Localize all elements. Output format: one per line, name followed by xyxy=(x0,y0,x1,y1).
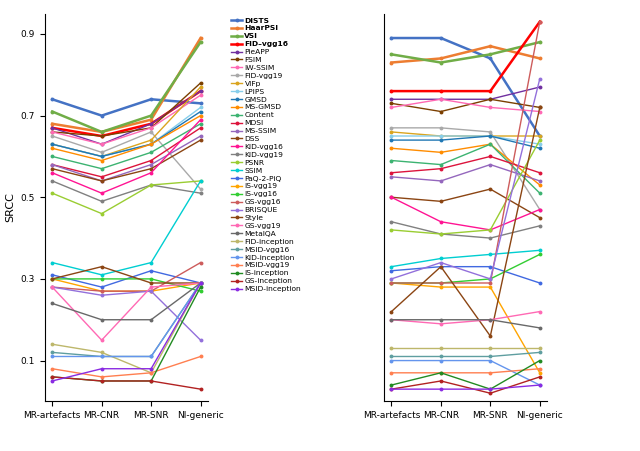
Y-axis label: SRCC: SRCC xyxy=(5,193,15,222)
Legend: DISTS, HaarPSI, VSI, FID–vgg16, PieAPP, FSIM, IW-SSIM, FID-vgg19, VIFp, LPIPS, G: DISTS, HaarPSI, VSI, FID–vgg16, PieAPP, … xyxy=(231,17,301,292)
